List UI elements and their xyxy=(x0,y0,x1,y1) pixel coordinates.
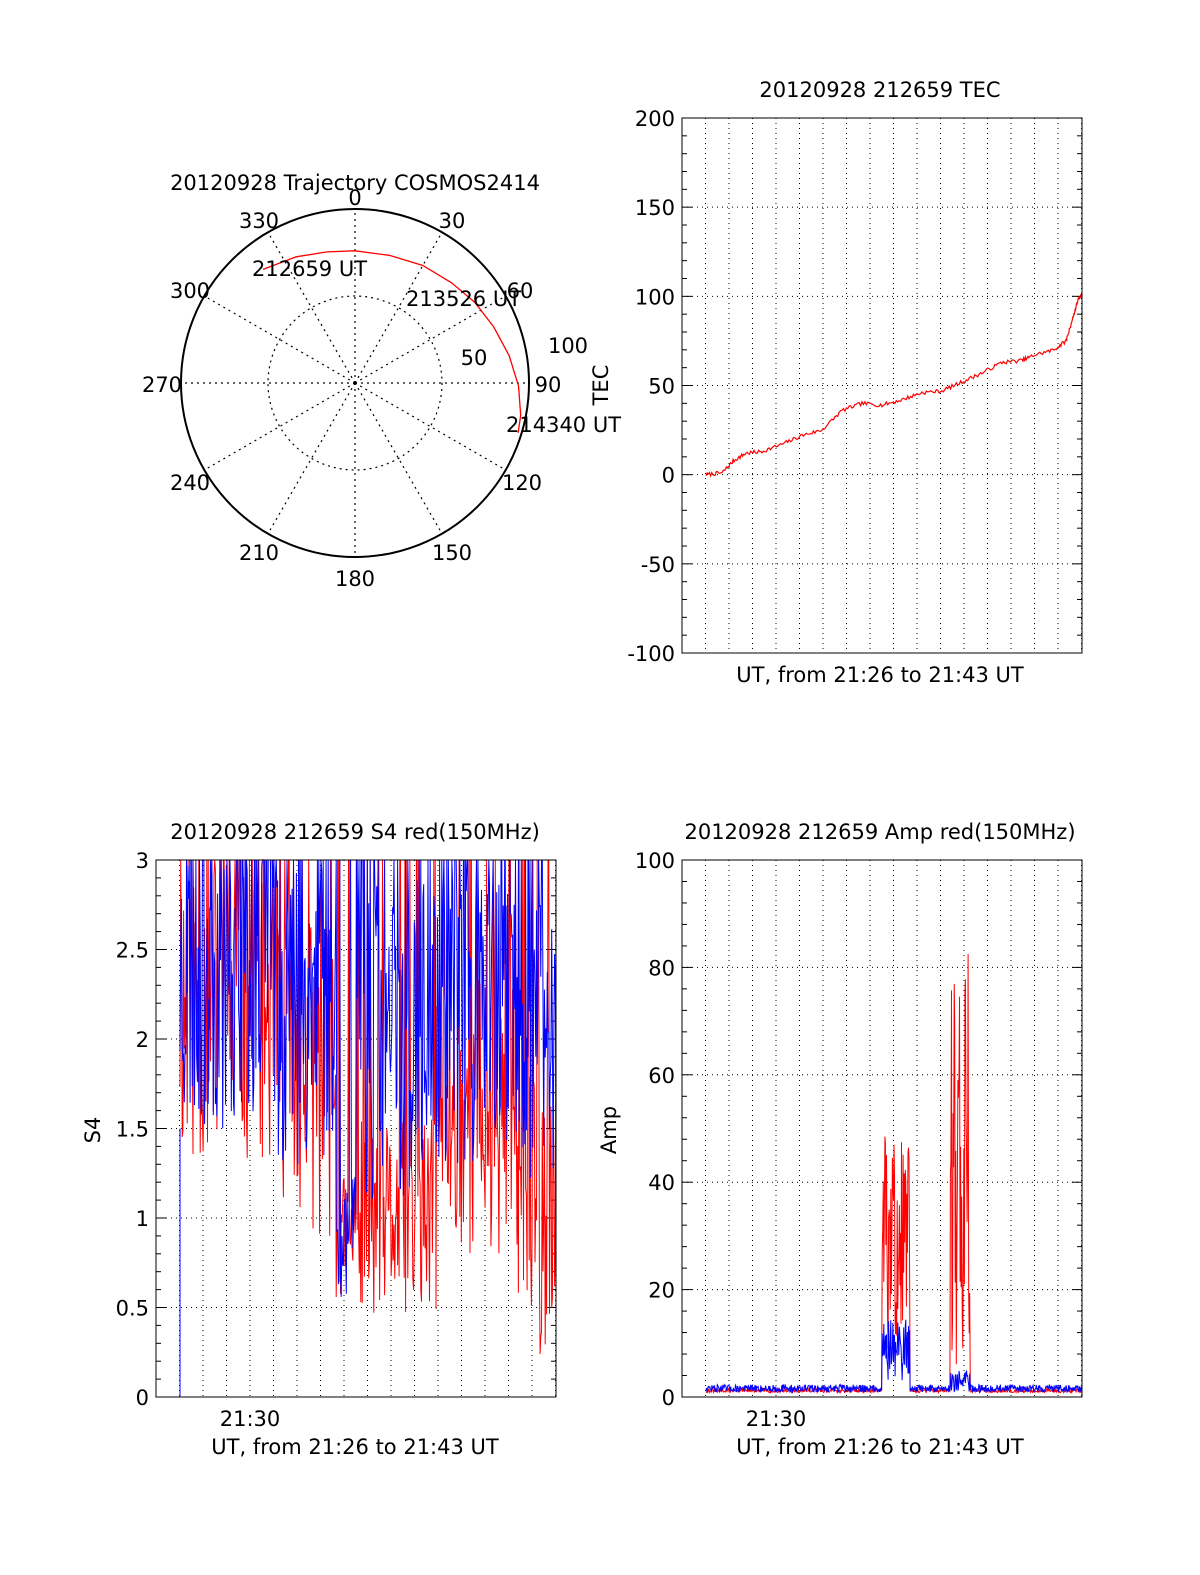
tec-grid xyxy=(682,118,1082,653)
y-tick-label: 0 xyxy=(662,1386,675,1410)
polar-angle-label: 180 xyxy=(335,567,375,591)
y-tick-label: 60 xyxy=(648,1064,675,1088)
polar-spoke-210 xyxy=(267,382,356,534)
polar-spoke-120 xyxy=(354,382,506,471)
trajectory-time-label: 213526 UT xyxy=(406,287,521,311)
polar-angle-label: 90 xyxy=(535,373,562,397)
polar-angle-labels: 0 30 60 90 120 150 180 210 240 270 300 330 50 100 xyxy=(142,186,588,591)
amp-blue-line xyxy=(705,1319,1083,1394)
tec-xlabel: UT, from 21:26 to 21:43 UT xyxy=(736,663,1024,687)
y-tick-label: 200 xyxy=(635,107,675,131)
s4-title: 20120928 212659 S4 red(150MHz) xyxy=(170,820,540,844)
polar-angle-label: 300 xyxy=(170,279,210,303)
tec-y-tick-labels: 200 150 100 50 0 -50 -100 xyxy=(627,107,675,666)
trajectory-annotations: 212659 UT 213526 UT 214340 UT xyxy=(252,257,621,437)
polar-angle-label: 150 xyxy=(432,541,472,565)
y-tick-label: 40 xyxy=(648,1171,675,1195)
tec-line xyxy=(705,293,1083,478)
tec-ylabel: TEC xyxy=(589,365,613,407)
trajectory-series xyxy=(262,250,522,433)
s4-xlabel: UT, from 21:26 to 21:43 UT xyxy=(211,1435,499,1459)
y-tick-label: 3 xyxy=(136,849,149,873)
amp-chart: 20120928 212659 Amp red(150MHz) 100 80 60 4… xyxy=(597,820,1083,1459)
s4-ylabel: S4 xyxy=(81,1117,105,1144)
y-tick-label: -100 xyxy=(627,642,675,666)
amp-xtick-label: 21:30 xyxy=(746,1407,807,1431)
trajectory-line xyxy=(262,250,522,433)
s4-xtick-label: 21:30 xyxy=(220,1407,281,1431)
amp-xlabel: UT, from 21:26 to 21:43 UT xyxy=(736,1435,1024,1459)
tec-series xyxy=(705,293,1083,478)
polar-ring-label: 50 xyxy=(461,346,488,370)
polar-grid xyxy=(180,208,530,558)
amp-red-line xyxy=(705,953,1083,1395)
y-tick-label: 20 xyxy=(648,1279,675,1303)
trajectory-time-label: 214340 UT xyxy=(506,413,621,437)
polar-angle-label: 240 xyxy=(170,471,210,495)
polar-angle-label: 330 xyxy=(239,209,279,233)
trajectory-time-label: 212659 UT xyxy=(252,257,367,281)
amp-y-tick-labels: 100 80 60 40 20 0 xyxy=(635,849,675,1410)
y-tick-label: 0 xyxy=(136,1386,149,1410)
polar-spoke-150 xyxy=(354,382,443,534)
amp-series xyxy=(705,953,1083,1395)
polar-spoke-30 xyxy=(354,232,443,384)
y-tick-label: 0 xyxy=(662,464,675,488)
s4-plot-frame xyxy=(155,859,557,1398)
polar-angle-label: 60 xyxy=(507,279,534,303)
tec-plot-frame xyxy=(681,117,1083,654)
y-tick-label: 1.5 xyxy=(116,1118,149,1142)
polar-spoke-330 xyxy=(267,232,356,384)
amp-title: 20120928 212659 Amp red(150MHz) xyxy=(684,820,1075,844)
polar-angle-label: 270 xyxy=(142,373,182,397)
s4-chart: 20120928 212659 S4 red(150MHz) 3 2.5 2 1.5 1… xyxy=(81,820,557,1459)
polar-angle-label: 120 xyxy=(502,471,542,495)
polar-outer-circle xyxy=(180,208,530,558)
y-tick-label: 80 xyxy=(648,956,675,980)
tec-chart: 20120928 212659 TEC 200150100500-50-100 … xyxy=(589,78,1083,687)
polar-title: 20120928 Trajectory COSMOS2414 xyxy=(170,171,540,195)
y-tick-label: 100 xyxy=(635,849,675,873)
tec-title: 20120928 212659 TEC xyxy=(759,78,1000,102)
y-tick-label: 2.5 xyxy=(116,939,149,963)
polar-angle-label: 0 xyxy=(348,186,361,210)
polar-angle-label: 210 xyxy=(239,541,279,565)
s4-y-tick-labels: 3 2.5 2 1.5 1 0.5 0 xyxy=(116,849,149,1410)
y-tick-label: 0.5 xyxy=(116,1297,149,1321)
y-tick-label: 2 xyxy=(136,1028,149,1052)
polar-angle-label: 30 xyxy=(439,209,466,233)
y-tick-label: 50 xyxy=(648,375,675,399)
amp-ylabel: Amp xyxy=(597,1106,621,1154)
polar-ring-label: 100 xyxy=(548,334,588,358)
y-tick-label: 150 xyxy=(635,196,675,220)
y-tick-label: -50 xyxy=(641,553,675,577)
y-tick-label: 1 xyxy=(136,1207,149,1231)
trajectory-polar-chart: 20120928 Trajectory COSMOS2414 0 30 60 90 12… xyxy=(142,171,621,591)
polar-spoke-300 xyxy=(204,295,356,384)
polar-spoke-240 xyxy=(204,382,356,471)
amp-plot-frame xyxy=(681,859,1083,1398)
y-tick-label: 100 xyxy=(635,285,675,309)
polar-ring-50 xyxy=(267,295,443,471)
